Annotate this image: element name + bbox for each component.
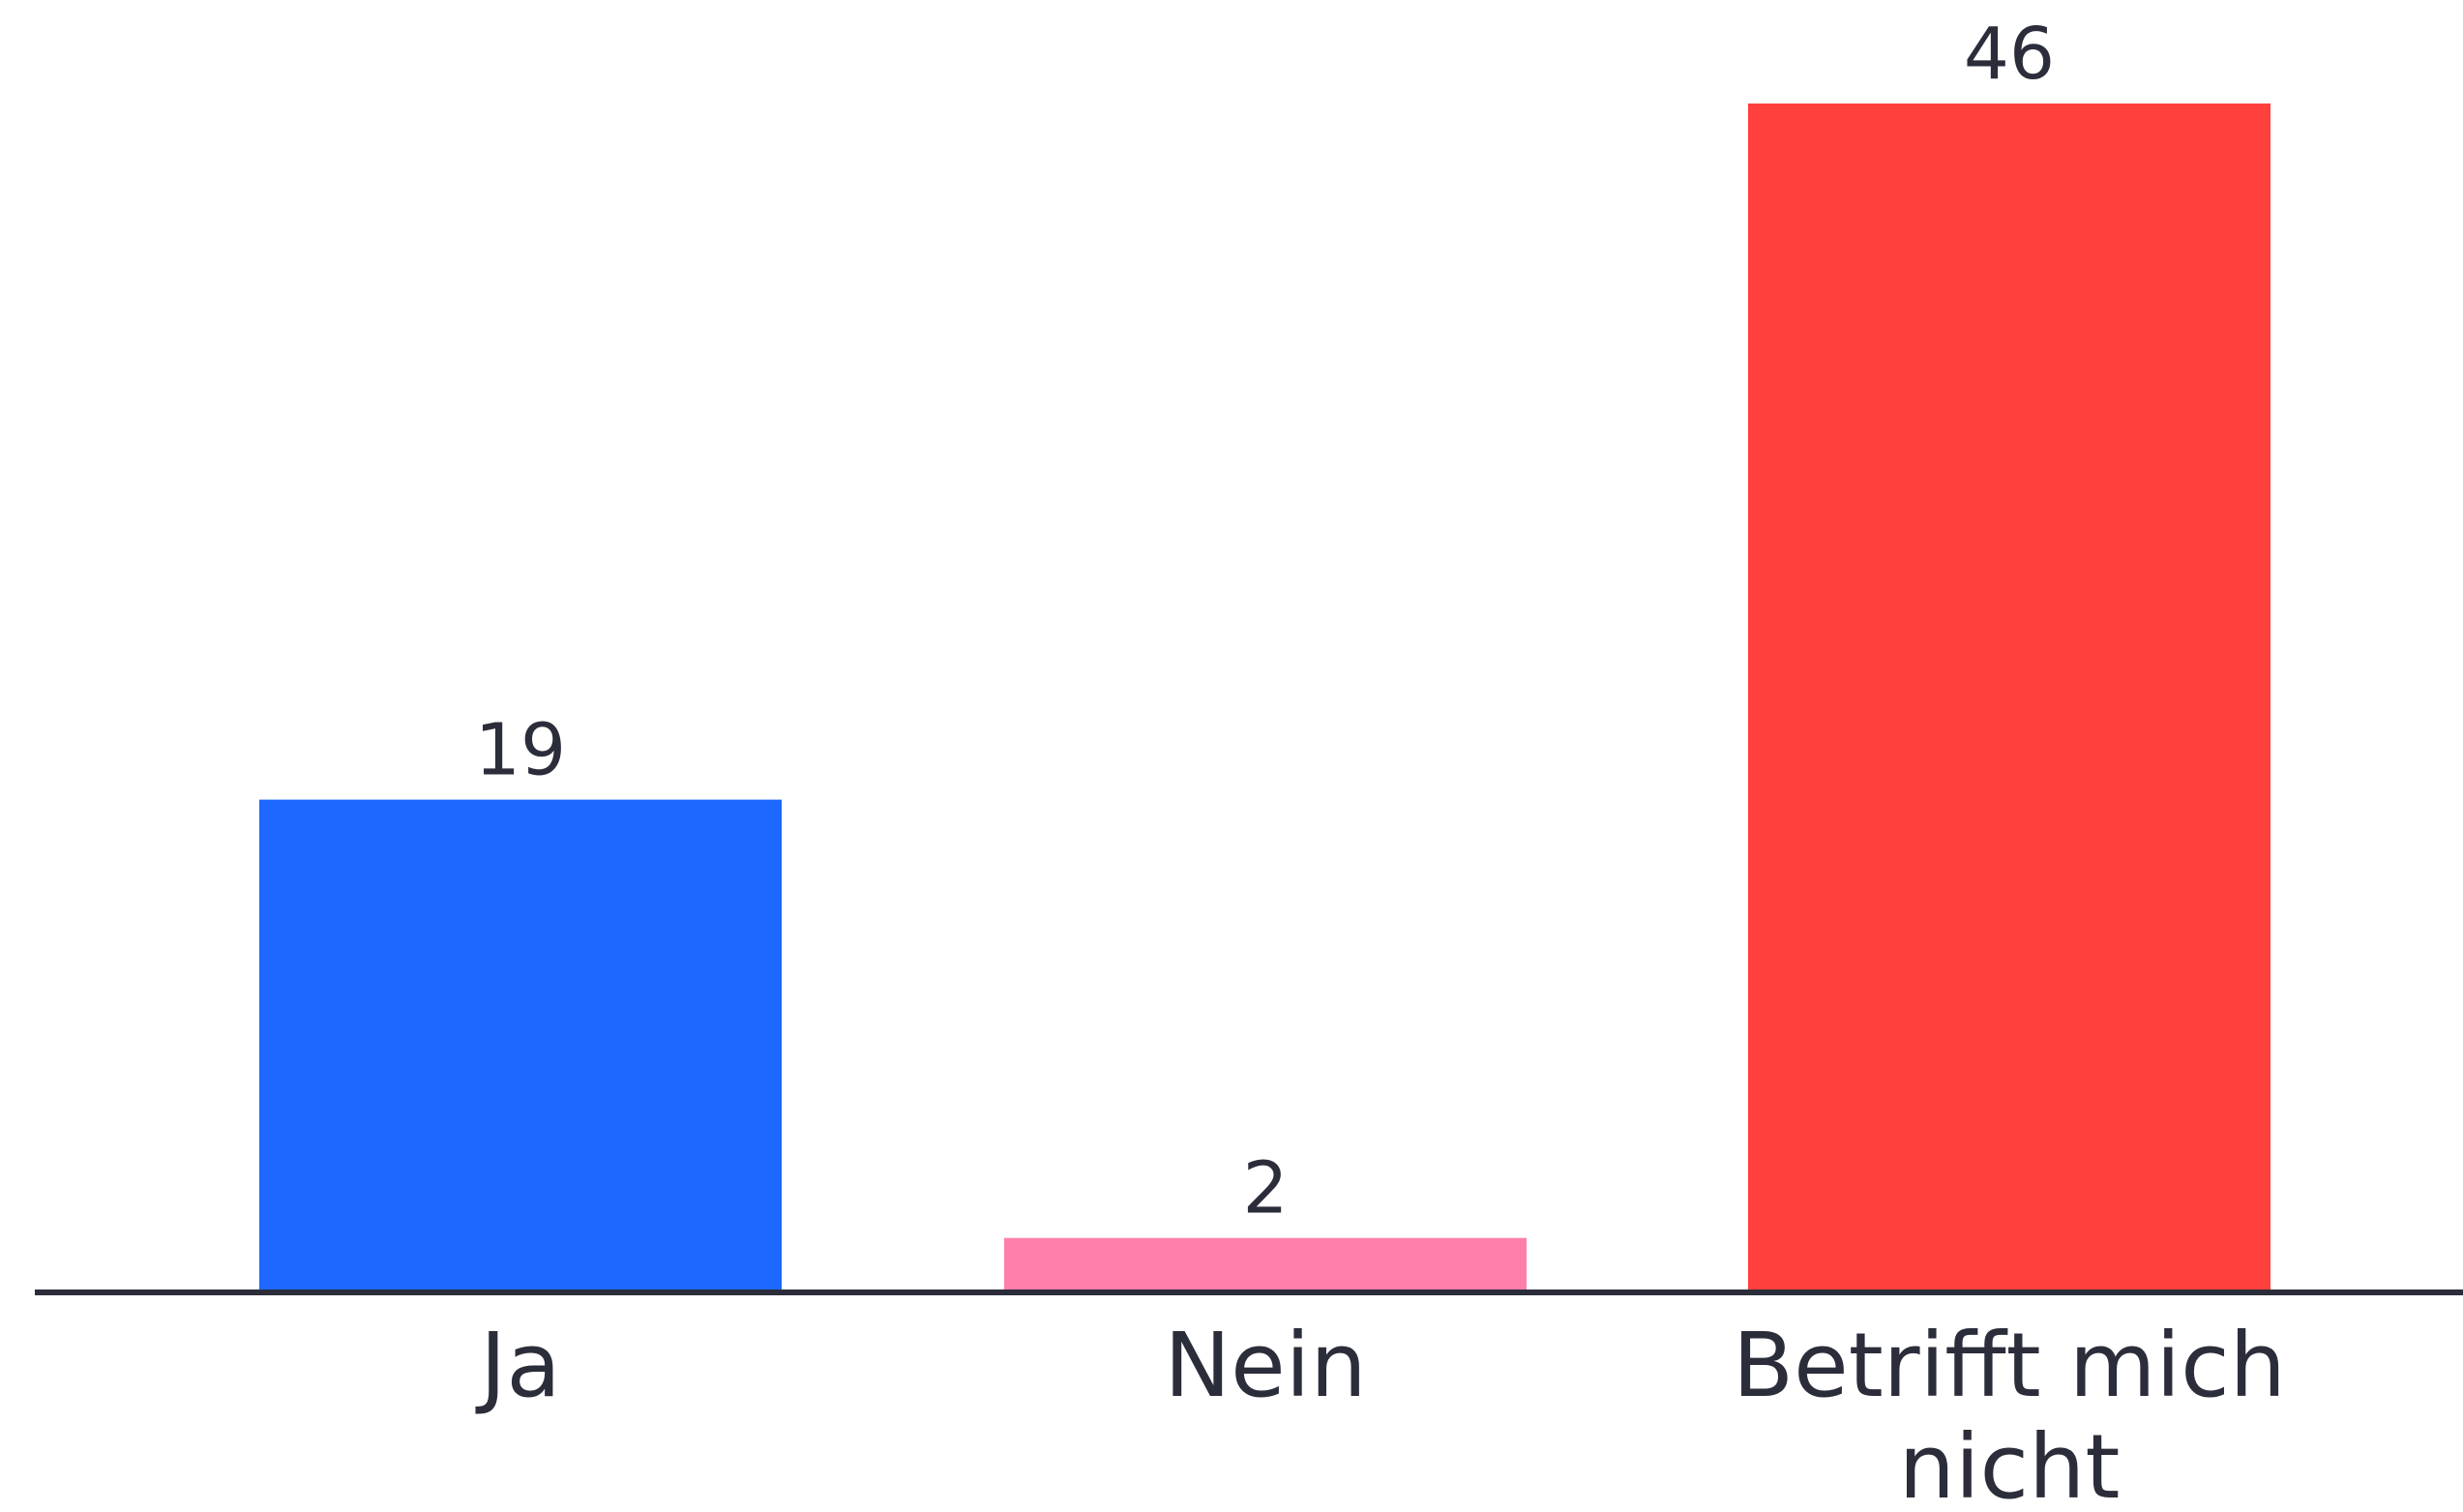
category-label-nein: Nein: [1164, 1314, 1366, 1417]
value-label-ja: 19: [475, 709, 566, 792]
value-labels-layer: 19 2 46: [475, 13, 2055, 1230]
value-label-betrifft-mich-nicht: 46: [1964, 13, 2055, 96]
bar-betrifft-mich-nicht: [1748, 104, 2270, 1290]
category-labels-layer: Ja Nein Betrifft mich nicht: [475, 1314, 2286, 1512]
bar-ja: [259, 799, 782, 1290]
category-label-ja: Ja: [475, 1314, 561, 1417]
value-label-nein: 2: [1242, 1147, 1288, 1230]
bar-nein: [1004, 1237, 1527, 1290]
bars-layer: [259, 104, 2270, 1290]
category-label-betrifft-mich-nicht: Betrifft mich nicht: [1733, 1314, 2286, 1512]
